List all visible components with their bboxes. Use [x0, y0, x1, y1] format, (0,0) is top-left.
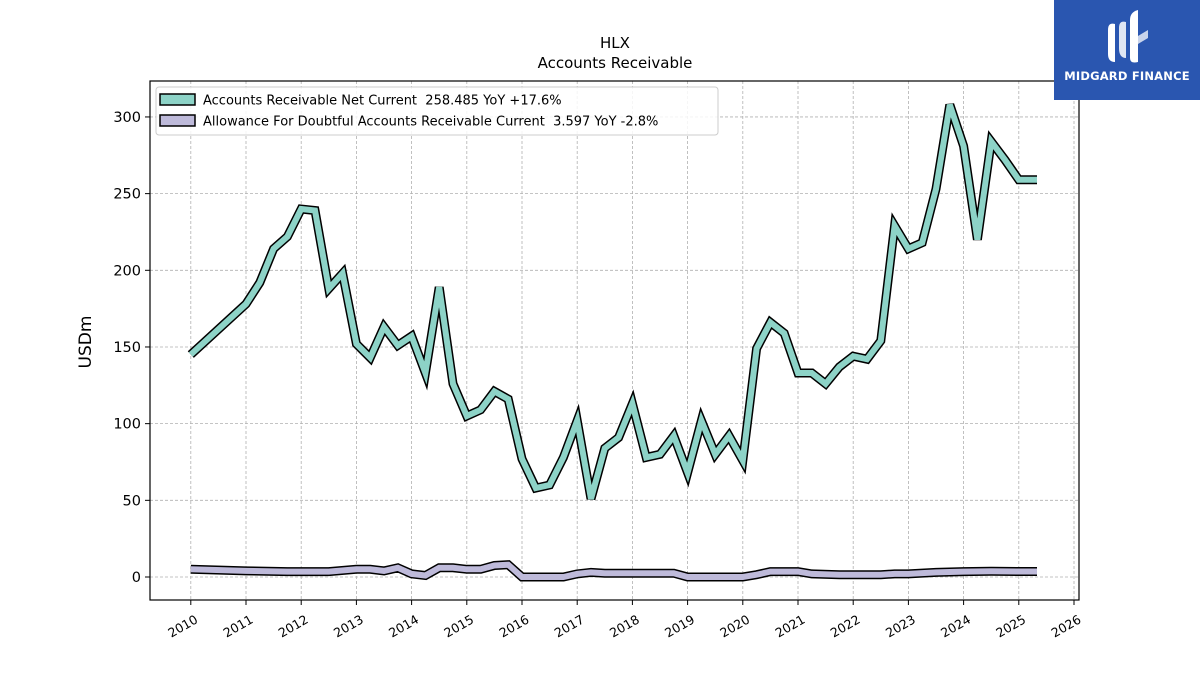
legend-swatch-0: [159, 93, 196, 106]
y-tick-label: 300: [113, 110, 141, 126]
x-tick-label: 2011: [220, 612, 255, 641]
chart-subtitle: Accounts Receivable: [538, 54, 693, 72]
logo-text: MIDGARD FINANCE: [1064, 69, 1190, 83]
legend-label-0: Accounts Receivable Net Current 258.485 …: [203, 94, 562, 109]
y-tick-label: 200: [113, 263, 141, 279]
x-tick-label: 2015: [441, 612, 476, 641]
x-tick-label: 2013: [331, 612, 366, 641]
x-tick-label: 2025: [993, 612, 1028, 641]
legend-box: [155, 86, 719, 136]
x-tick-label: 2017: [552, 612, 587, 641]
series-line-1: [190, 561, 1037, 580]
grid: [150, 81, 1079, 600]
x-tick-label: 2010: [165, 612, 200, 641]
legend: Accounts Receivable Net Current 258.485 …: [155, 86, 719, 136]
y-tick-label: 250: [113, 187, 141, 203]
series-line-0: [188, 103, 1037, 500]
y-tick-label: 150: [113, 340, 141, 356]
x-tick-label: 2016: [496, 612, 531, 641]
y-axis-label: USDm: [76, 316, 96, 369]
plot-frame: [149, 80, 1080, 601]
x-tick-label: 2023: [883, 612, 918, 641]
y-tick-label: 100: [113, 417, 141, 433]
x-tick-label: 2021: [772, 612, 807, 641]
chart-title: HLX: [600, 34, 630, 52]
x-tick-label: 2026: [1048, 612, 1083, 641]
series-layer: [187, 103, 1037, 582]
x-tick-label: 2024: [938, 612, 973, 641]
legend-label-1: Allowance For Doubtful Accounts Receivab…: [203, 115, 658, 130]
brand-logo: MIDGARD FINANCE: [1054, 0, 1200, 100]
x-tick-label: 2020: [717, 612, 752, 641]
midgard-logo-icon: [1108, 10, 1148, 63]
y-tick-label: 0: [132, 570, 141, 586]
y-tick-label: 50: [123, 493, 141, 509]
x-tick-label: 2018: [607, 612, 642, 641]
legend-swatch-1: [159, 114, 196, 127]
x-tick-label: 2014: [386, 612, 421, 641]
x-tick-label: 2022: [828, 612, 863, 641]
x-tick-label: 2012: [276, 612, 311, 641]
x-tick-label: 2019: [662, 612, 697, 641]
